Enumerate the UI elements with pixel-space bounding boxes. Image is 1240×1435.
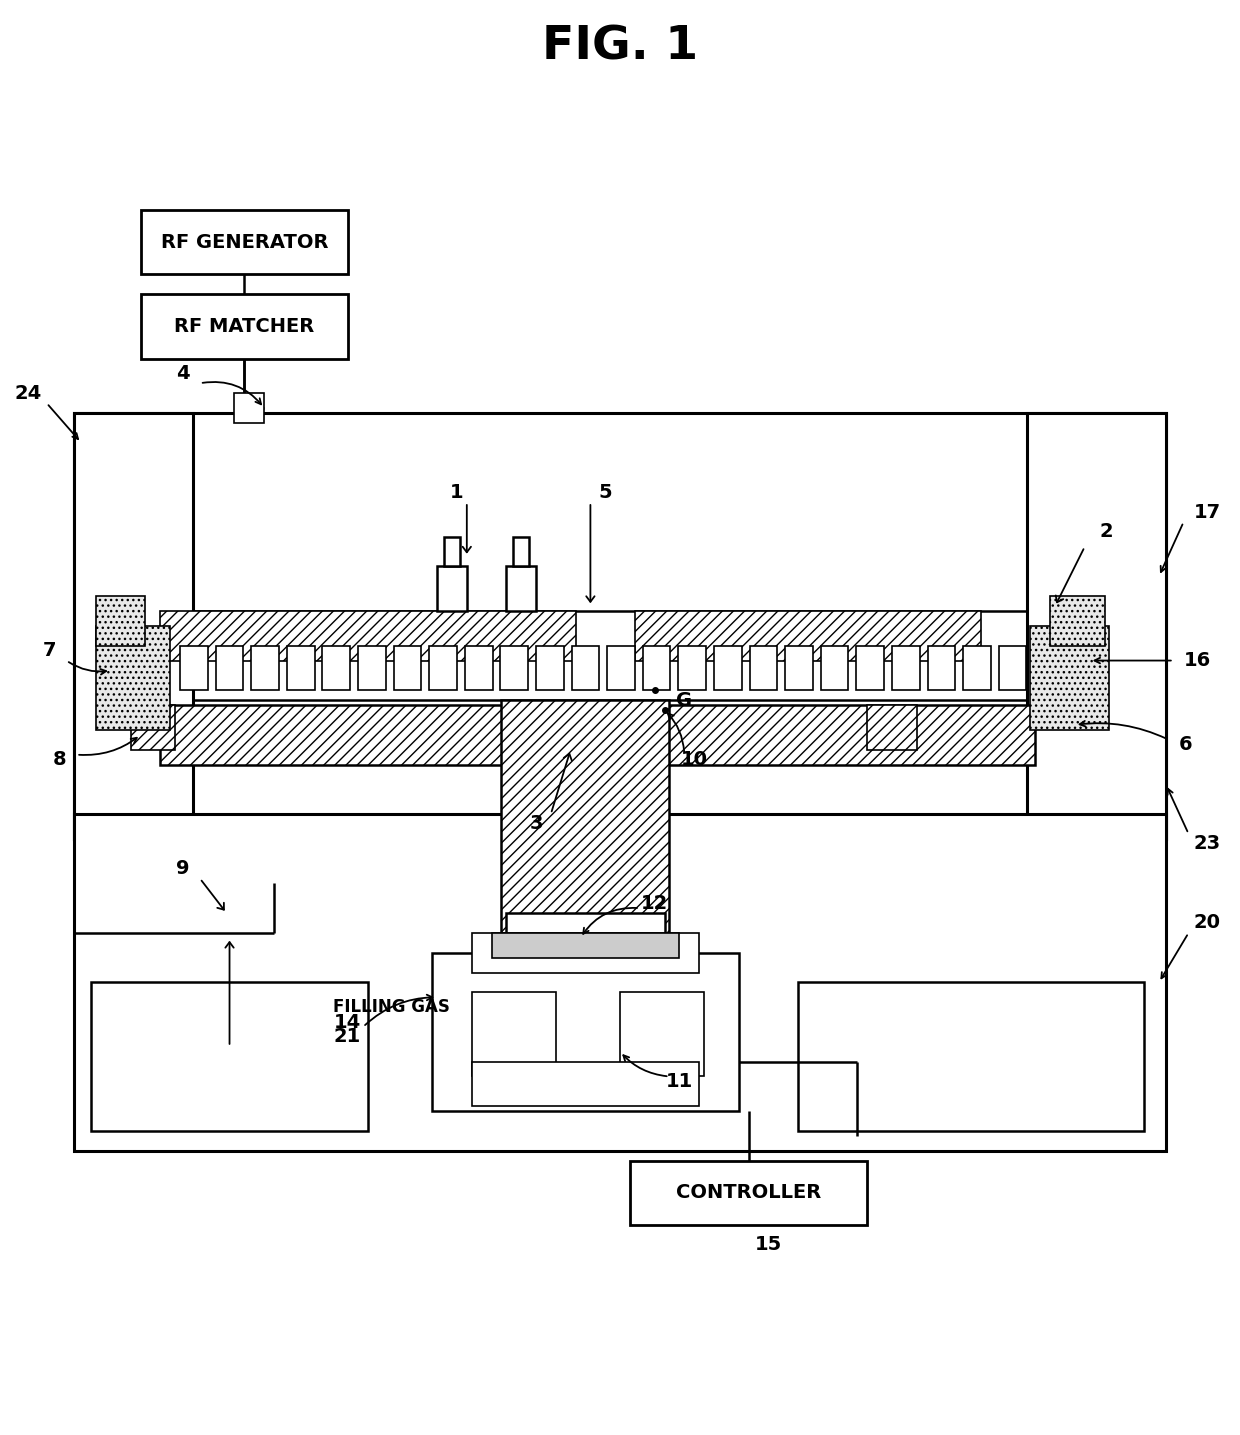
Bar [252, 646, 279, 690]
Bar [513, 537, 529, 567]
Bar [216, 646, 243, 690]
Text: CONTROLLER: CONTROLLER [676, 1184, 821, 1203]
Bar [74, 413, 1166, 839]
Text: 3: 3 [529, 815, 543, 834]
Bar [928, 646, 955, 690]
Text: 14: 14 [334, 1013, 361, 1032]
Bar [506, 913, 665, 973]
Bar [620, 993, 704, 1076]
Text: 11: 11 [666, 1072, 693, 1091]
Text: FIG. 1: FIG. 1 [542, 24, 698, 69]
Text: 7: 7 [43, 641, 57, 660]
Bar [714, 646, 742, 690]
Bar [160, 611, 1045, 700]
Bar [630, 1161, 867, 1225]
Bar [750, 646, 777, 690]
Bar [322, 646, 350, 690]
Bar [465, 646, 492, 690]
Text: 9: 9 [176, 860, 190, 878]
Text: 10: 10 [681, 751, 708, 769]
Bar [501, 700, 670, 933]
Bar [785, 646, 813, 690]
Bar [74, 814, 1166, 1151]
Bar [491, 933, 680, 957]
Bar [536, 646, 564, 690]
Bar [572, 646, 599, 690]
Bar [234, 393, 264, 423]
Bar [501, 646, 528, 690]
Bar [140, 294, 348, 359]
Bar [444, 537, 460, 567]
Text: 2: 2 [1100, 522, 1114, 541]
Bar [963, 646, 991, 690]
Text: 6: 6 [1179, 735, 1193, 755]
Bar [471, 933, 699, 973]
Text: RF GENERATOR: RF GENERATOR [161, 232, 329, 251]
Bar [130, 705, 175, 749]
Bar [140, 210, 348, 274]
Bar [91, 983, 368, 1131]
Bar [438, 567, 466, 611]
Bar [799, 983, 1145, 1131]
Bar [429, 646, 456, 690]
Bar [821, 646, 848, 690]
Text: 16: 16 [1184, 651, 1211, 670]
Bar [286, 646, 315, 690]
Text: 12: 12 [641, 894, 668, 913]
Text: FILLING GAS: FILLING GAS [334, 999, 450, 1016]
Text: 17: 17 [1194, 502, 1220, 521]
Text: 15: 15 [755, 1236, 782, 1254]
Bar [867, 705, 916, 749]
Text: G: G [676, 690, 692, 710]
Bar [506, 567, 536, 611]
Text: 4: 4 [176, 364, 190, 383]
Text: 23: 23 [1194, 834, 1220, 854]
Bar [95, 596, 145, 646]
Bar [1030, 626, 1110, 730]
Bar [678, 646, 706, 690]
Bar [998, 646, 1027, 690]
Text: 8: 8 [53, 751, 67, 769]
Bar [471, 1062, 699, 1106]
Text: 24: 24 [15, 383, 42, 403]
Bar [180, 646, 208, 690]
Bar [74, 413, 193, 839]
Bar [1050, 596, 1105, 646]
Bar [857, 646, 884, 690]
Bar [393, 646, 422, 690]
Bar [471, 993, 556, 1076]
Text: RF MATCHER: RF MATCHER [175, 317, 315, 336]
Bar [608, 646, 635, 690]
Bar [358, 646, 386, 690]
Bar [1028, 413, 1166, 839]
Bar [160, 611, 575, 660]
Text: 21: 21 [334, 1027, 361, 1046]
Bar [642, 646, 671, 690]
Bar [160, 705, 1035, 765]
Bar [892, 646, 920, 690]
Text: 1: 1 [450, 482, 464, 502]
Bar [95, 626, 170, 730]
Text: 5: 5 [599, 482, 613, 502]
Bar [635, 611, 981, 660]
Bar [433, 953, 739, 1111]
Text: 20: 20 [1194, 914, 1220, 933]
